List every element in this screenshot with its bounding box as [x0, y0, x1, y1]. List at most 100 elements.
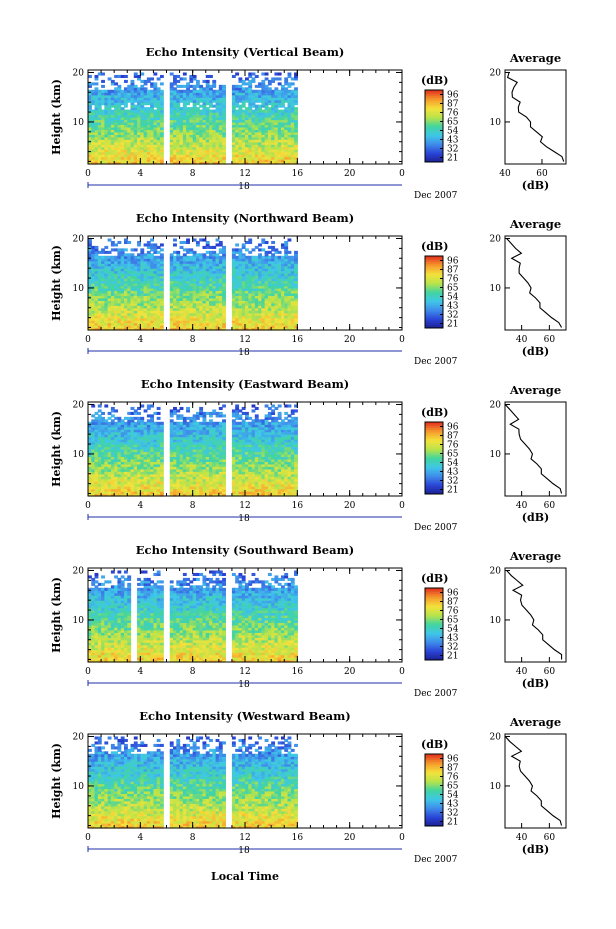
heat-cell	[110, 151, 115, 155]
heat-cell	[222, 245, 226, 249]
heat-cell	[114, 255, 119, 259]
heat-cell	[258, 94, 262, 98]
heat-cell	[123, 278, 128, 282]
heat-cell	[153, 154, 158, 158]
heat-cell	[140, 131, 145, 135]
heat-cell	[238, 476, 243, 480]
heat-cell	[192, 317, 197, 321]
heat-cell	[238, 270, 243, 274]
heat-cell	[264, 146, 269, 150]
heat-cell	[261, 486, 266, 490]
heat-cell	[107, 466, 112, 470]
heat-cell	[199, 488, 204, 492]
heat-cell	[94, 491, 99, 495]
heat-cell	[182, 327, 187, 331]
heat-cell	[123, 468, 128, 472]
heat-cell	[179, 112, 184, 116]
heat-cell	[271, 322, 276, 326]
heat-cell	[123, 310, 128, 314]
heat-cell	[146, 240, 151, 245]
heat-cell	[117, 322, 122, 326]
heat-cell	[215, 156, 220, 160]
heat-cell	[110, 268, 115, 272]
colorbar-band	[425, 160, 443, 163]
heat-cell	[267, 305, 272, 309]
heat-cell	[97, 156, 102, 160]
heat-cell	[245, 307, 249, 311]
heat-cell	[195, 320, 200, 324]
heat-cell	[212, 310, 217, 314]
heat-cell	[104, 463, 109, 467]
heat-cell	[173, 243, 177, 247]
heat-cell	[192, 84, 197, 88]
heat-cell	[114, 121, 119, 126]
heat-cell	[212, 94, 217, 98]
heat-cell	[267, 161, 272, 165]
heat-cell	[173, 109, 177, 113]
heat-cell	[140, 102, 145, 106]
heat-cell	[274, 292, 279, 296]
heat-cell	[137, 134, 141, 138]
heat-cell	[222, 114, 226, 118]
heat-cell	[212, 159, 217, 163]
heat-cell	[294, 119, 298, 123]
heat-cell	[186, 161, 190, 165]
heat-cell	[274, 161, 279, 165]
heat-cell	[94, 307, 99, 311]
heat-cell	[258, 283, 262, 287]
heat-cell	[284, 94, 289, 98]
heat-cell	[189, 144, 194, 148]
heat-cell	[91, 471, 96, 475]
heat-cell	[173, 283, 177, 287]
heat-cell	[205, 263, 210, 267]
heat-cell	[241, 307, 246, 311]
heat-cell	[91, 463, 96, 467]
heat-cell	[186, 238, 190, 242]
heat-cell	[235, 290, 240, 294]
profile-title: Average	[509, 217, 561, 231]
heat-cell	[202, 471, 207, 475]
heat-cell	[114, 248, 119, 252]
heat-cell	[117, 121, 122, 126]
heat-cell	[209, 126, 213, 130]
heat-cell	[104, 260, 109, 264]
heat-cell	[117, 471, 122, 475]
heat-cell	[195, 149, 200, 153]
heat-cell	[104, 121, 109, 126]
colorbar-band	[425, 272, 443, 275]
heat-cell	[146, 102, 151, 106]
heat-cell	[97, 268, 102, 272]
heat-cell	[159, 97, 164, 101]
heat-cell	[137, 491, 141, 495]
heat-cell	[195, 275, 200, 279]
heat-cell	[169, 260, 174, 264]
heat-cell	[251, 159, 256, 163]
heat-cell	[202, 476, 207, 480]
heat-cell	[284, 126, 289, 130]
heat-cell	[287, 107, 292, 111]
heat-cell	[117, 493, 122, 497]
heat-cell	[97, 302, 102, 306]
heat-cell	[294, 305, 298, 309]
heat-cell	[231, 87, 236, 91]
heat-cell	[94, 109, 99, 113]
heat-cell	[182, 275, 187, 279]
heat-cell	[179, 149, 184, 153]
heat-cell	[114, 287, 119, 292]
heat-cell	[120, 258, 125, 262]
heat-cell	[104, 280, 109, 284]
heat-cell	[159, 312, 164, 316]
heat-cell	[251, 273, 256, 277]
heat-cell	[117, 478, 122, 482]
heat-cell	[287, 280, 292, 284]
heat-cell	[143, 159, 148, 163]
heat-cell	[123, 463, 128, 467]
heat-cell	[123, 295, 128, 299]
heat-cell	[88, 89, 92, 93]
heat-cell	[261, 280, 266, 284]
heat-cell	[169, 478, 174, 482]
heat-cell	[123, 129, 128, 133]
heat-cell	[169, 102, 174, 106]
heat-cell	[241, 97, 246, 101]
heat-cell	[189, 273, 194, 277]
